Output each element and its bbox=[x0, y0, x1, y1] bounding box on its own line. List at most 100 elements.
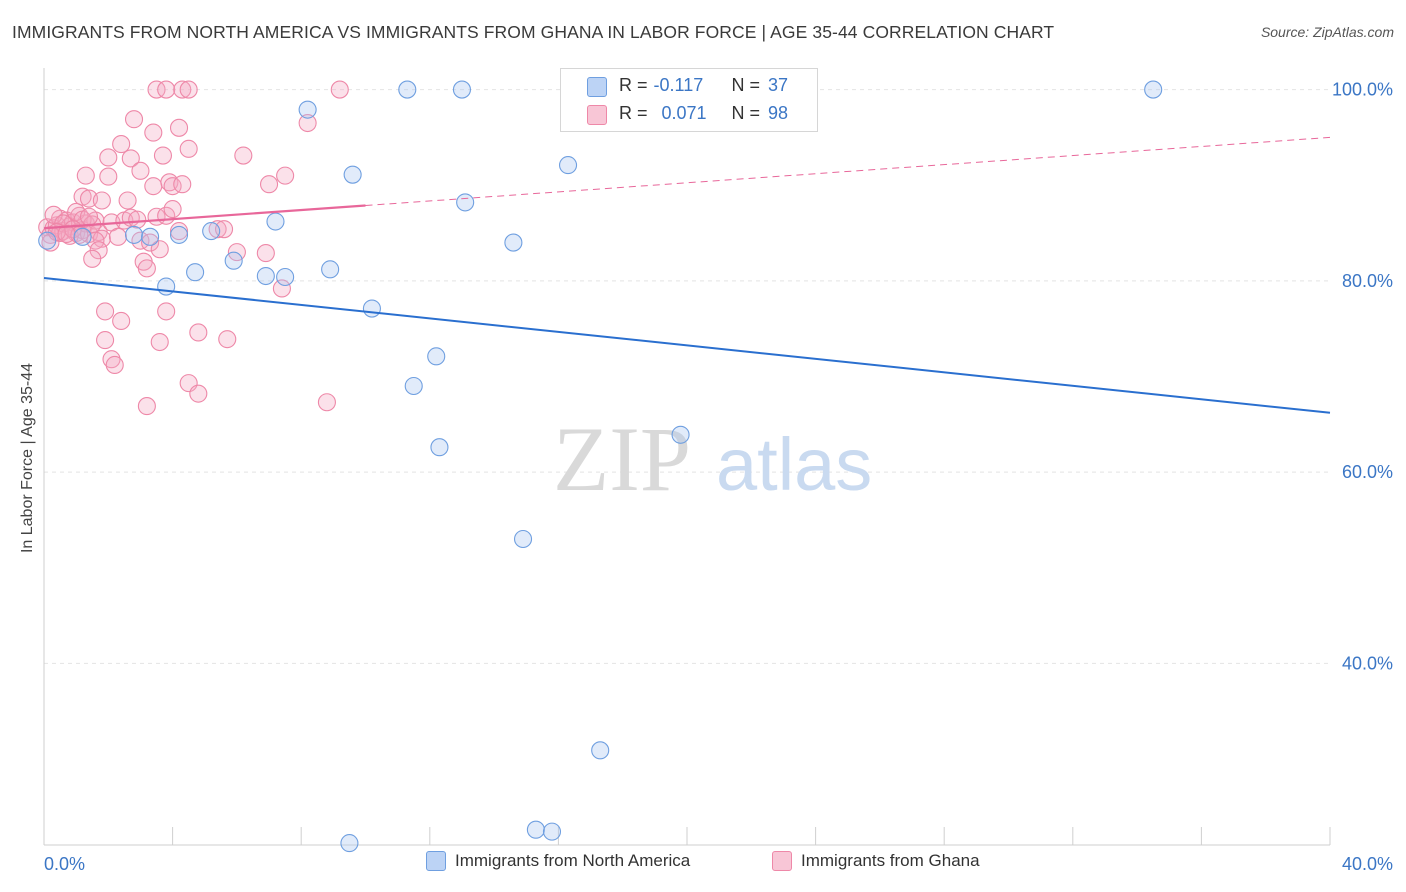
x-tick-labels: 0.0% 40.0% bbox=[44, 854, 1393, 874]
stats-row-ghana: R = 0.071 N = 98 bbox=[619, 103, 788, 124]
ghana-point bbox=[96, 302, 115, 321]
series-legend: Immigrants from North America Immigrants… bbox=[0, 851, 1406, 879]
ghana-point bbox=[121, 149, 140, 168]
ghana-point bbox=[144, 123, 163, 142]
ghana-points bbox=[38, 80, 349, 416]
north-america-point bbox=[169, 225, 189, 244]
ghana-point bbox=[173, 80, 192, 99]
ghana-point bbox=[92, 229, 111, 248]
y-tick-label: 80.0% bbox=[1342, 271, 1393, 291]
ghana-point bbox=[41, 233, 60, 252]
stats-legend: R = -0.117 N = 37 R = 0.071 N = 98 bbox=[560, 68, 818, 132]
north-america-point bbox=[157, 277, 176, 296]
ghana-point bbox=[208, 220, 227, 239]
ghana-point bbox=[298, 113, 317, 133]
north-america-point bbox=[591, 741, 610, 760]
ghana-point bbox=[218, 330, 237, 349]
ghana-point bbox=[73, 187, 92, 206]
y-tick-labels: 40.0% 60.0% 80.0% 100.0% bbox=[1332, 80, 1393, 674]
stats-n-value: 98 bbox=[768, 103, 789, 123]
ghana-point bbox=[330, 80, 349, 99]
ghana-point bbox=[118, 191, 137, 210]
stats-r-value: -0.117 bbox=[653, 75, 704, 95]
north-america-point bbox=[1144, 80, 1163, 99]
north-america-point bbox=[276, 267, 295, 287]
north-america-point bbox=[526, 820, 545, 839]
north-america-point bbox=[513, 529, 533, 549]
ghana-point bbox=[76, 166, 95, 185]
legend-swatch-north-america bbox=[426, 851, 446, 871]
ghana-point bbox=[157, 302, 176, 321]
stats-r-label: R = bbox=[619, 75, 648, 95]
north-america-point bbox=[256, 266, 275, 286]
legend-label-north-america: Immigrants from North America bbox=[455, 851, 691, 870]
trend-lines bbox=[43, 136, 1331, 414]
ghana-point bbox=[147, 80, 166, 99]
legend-item-ghana[interactable]: Immigrants from Ghana bbox=[772, 851, 980, 871]
ghana-point bbox=[173, 175, 192, 194]
ghana-point bbox=[169, 222, 189, 241]
north-america-point bbox=[362, 299, 381, 318]
north-america-trend-line bbox=[43, 276, 1331, 414]
ghana-point bbox=[272, 279, 291, 298]
ghana-point bbox=[317, 393, 336, 412]
stats-r-label: R = bbox=[619, 103, 648, 123]
watermark-zip: ZIP bbox=[553, 408, 691, 510]
ghana-point bbox=[153, 146, 173, 165]
north-america-point bbox=[124, 225, 144, 244]
north-america-point bbox=[298, 100, 317, 119]
ghana-point bbox=[256, 244, 275, 263]
ghana-point bbox=[112, 311, 131, 331]
ghana-point bbox=[128, 210, 147, 229]
ghana-point bbox=[157, 80, 176, 99]
ghana-point bbox=[141, 233, 160, 252]
ghana-point bbox=[99, 148, 118, 167]
stats-swatch-north-america bbox=[587, 77, 607, 97]
north-america-point bbox=[456, 193, 475, 212]
north-america-point bbox=[321, 260, 340, 279]
north-america-point bbox=[38, 231, 57, 250]
ghana-point bbox=[108, 227, 127, 246]
north-america-point bbox=[558, 156, 578, 175]
ghana-point bbox=[105, 355, 124, 375]
stats-r-value: 0.071 bbox=[661, 103, 707, 123]
legend-swatch-ghana bbox=[772, 851, 792, 871]
ghana-point bbox=[79, 207, 99, 226]
watermark-atlas: atlas bbox=[716, 423, 872, 506]
ghana-point bbox=[234, 146, 253, 165]
ghana-point bbox=[169, 118, 189, 137]
stats-n-label: N = bbox=[731, 103, 761, 123]
north-america-point bbox=[452, 80, 472, 99]
legend-item-north-america[interactable]: Immigrants from North America bbox=[426, 851, 690, 871]
stats-swatch-ghana bbox=[587, 105, 607, 125]
north-america-point bbox=[430, 438, 449, 457]
ghana-point bbox=[92, 191, 111, 210]
stats-n-value: 37 bbox=[768, 75, 789, 95]
stats-row-north-america: R = -0.117 N = 37 bbox=[619, 75, 788, 96]
ghana-trend-line-extension bbox=[365, 136, 1331, 207]
ghana-point bbox=[102, 350, 121, 369]
stats-n-label: N = bbox=[731, 75, 761, 95]
north-america-point bbox=[266, 212, 285, 231]
ghana-point bbox=[276, 166, 295, 185]
ghana-point bbox=[179, 139, 198, 158]
north-america-point bbox=[224, 251, 243, 270]
north-america-point bbox=[427, 347, 446, 366]
gridlines bbox=[44, 89, 1330, 664]
ghana-point bbox=[259, 175, 279, 194]
ghana-point bbox=[144, 177, 163, 196]
ghana-point bbox=[150, 332, 169, 352]
y-tick-label: 60.0% bbox=[1342, 462, 1393, 482]
ghana-point bbox=[137, 397, 156, 416]
legend-label-ghana: Immigrants from Ghana bbox=[801, 851, 980, 870]
north-america-point bbox=[398, 80, 417, 99]
ghana-point bbox=[112, 135, 131, 154]
north-america-point bbox=[671, 425, 690, 444]
north-america-point bbox=[404, 376, 423, 396]
ghana-point bbox=[189, 384, 208, 403]
y-tick-label: 100.0% bbox=[1332, 80, 1393, 100]
north-america-point bbox=[343, 165, 362, 184]
ghana-trend-line bbox=[43, 204, 366, 230]
north-america-point bbox=[202, 222, 221, 241]
